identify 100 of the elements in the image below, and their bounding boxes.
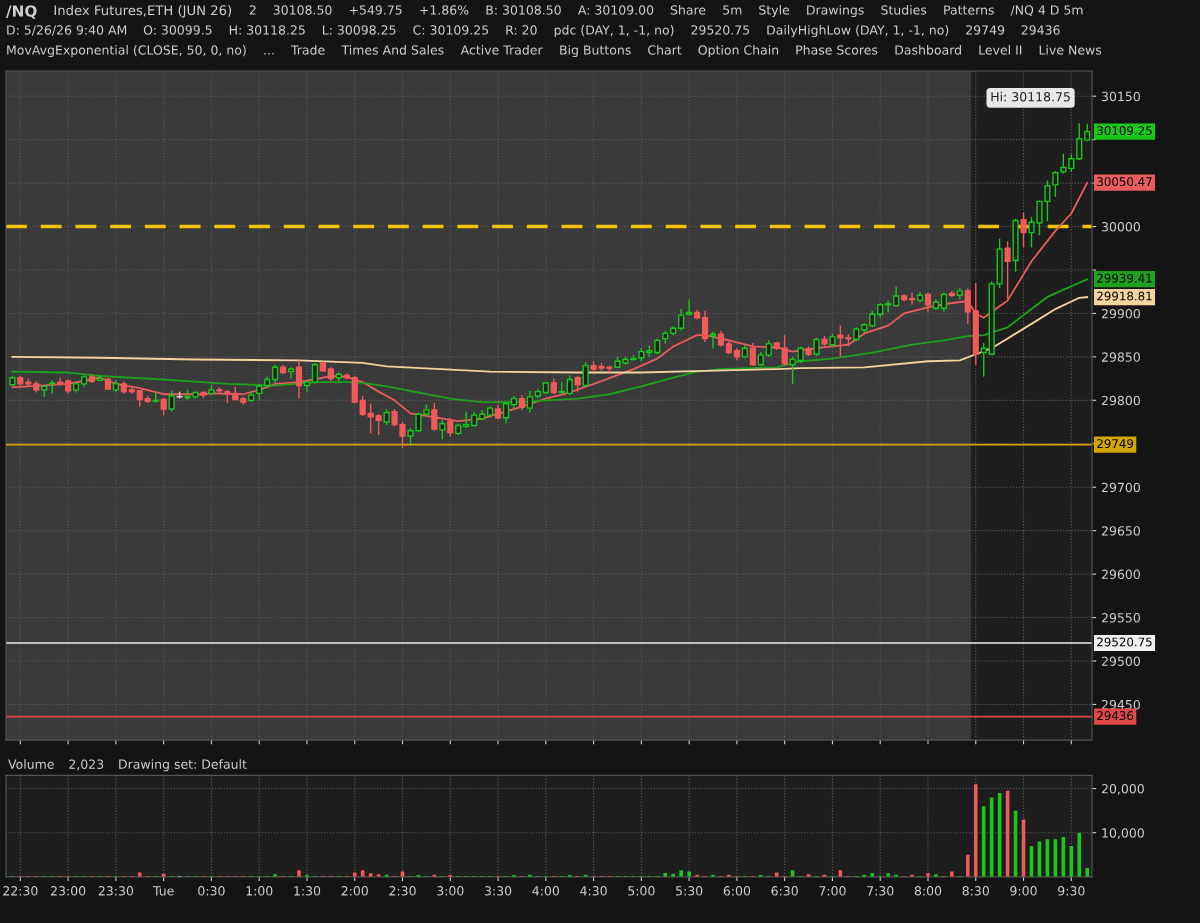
text: Live News	[1039, 45, 1102, 55]
x-tick-label: 23:30	[98, 886, 134, 896]
annotation: Hi: 30118.75	[991, 91, 1070, 102]
bar	[297, 870, 301, 877]
annotation: 30109.25	[1097, 126, 1152, 136]
y-tick-label: 29500	[1101, 656, 1140, 666]
candlestick	[367, 403, 374, 435]
bar	[352, 872, 357, 877]
bar	[981, 806, 986, 877]
x-tick-label: 1:00	[246, 886, 273, 896]
text: 2,023	[69, 759, 104, 771]
y-tick-label: 29550	[1101, 613, 1140, 623]
text: /NQ 4 D 5m	[1010, 5, 1083, 17]
candlestick	[1052, 170, 1059, 198]
y-tick-label: 30150	[1101, 91, 1140, 102]
candlestick	[1020, 211, 1027, 249]
x-tick-label: 8:30	[962, 886, 989, 896]
bar	[973, 784, 978, 877]
bar	[137, 872, 142, 877]
x-tick-label: 9:00	[1010, 886, 1037, 896]
candlestick	[439, 419, 446, 441]
text: H: 30118.25	[229, 25, 305, 35]
candlestick	[582, 361, 589, 388]
text: Dashboard	[895, 45, 961, 55]
candlestick	[287, 366, 295, 380]
x-tick-label: 3:00	[437, 886, 464, 896]
candlestick	[908, 291, 916, 306]
candlestick	[49, 379, 56, 395]
text: 2	[249, 5, 256, 15]
bar	[1077, 832, 1082, 877]
text: Big Buttons	[560, 45, 631, 58]
text: A: 30109.00	[577, 5, 654, 15]
chart-title: /NQ	[6, 5, 37, 19]
x-tick-label: 4:30	[580, 886, 607, 896]
bar	[679, 870, 683, 877]
x-tick-label: 2:00	[341, 886, 368, 896]
candlestick	[311, 362, 319, 385]
x-tick-label: 23:00	[51, 886, 86, 896]
candlestick	[272, 364, 279, 384]
candlestick	[1060, 152, 1067, 175]
y-tick-label: 30000	[1101, 222, 1140, 232]
text: DailyHighLow (DAY, 1, -1, no)	[767, 25, 949, 38]
x-tick-label: 22:30	[3, 886, 38, 896]
candlestick	[701, 310, 709, 343]
annotation: 29939.41	[1097, 273, 1152, 283]
y-tick-label: 20,000	[1101, 784, 1144, 795]
text: 29749	[966, 25, 1005, 35]
y-tick-label: 29450	[1101, 699, 1140, 710]
y-tick-label: 29650	[1101, 526, 1140, 536]
candlestick	[295, 359, 303, 400]
candlestick	[885, 299, 892, 314]
candlestick	[789, 356, 796, 385]
text: ...	[264, 52, 274, 55]
text: Chart	[648, 45, 682, 55]
x-tick-label: 6:00	[723, 886, 751, 896]
candlestick	[359, 395, 366, 417]
x-tick-label: 0:30	[198, 886, 225, 896]
text: Style	[759, 5, 790, 18]
text: 30108.50	[273, 5, 332, 15]
y-tick-label: 29900	[1101, 308, 1140, 319]
candlestick	[940, 291, 947, 313]
ref-line-label: 29436	[1097, 711, 1134, 721]
text: D: 5/26/26 9:40 AM	[7, 25, 127, 36]
text: R: 20	[506, 25, 537, 35]
text: 5m	[723, 5, 742, 15]
x-tick-label: 5:00	[628, 886, 655, 896]
text: O: 30099.5	[143, 25, 212, 35]
x-tick-label: 3:30	[484, 886, 512, 896]
candlestick	[1076, 122, 1083, 161]
text: Times And Sales	[341, 45, 444, 55]
text: C: 30109.25	[413, 25, 489, 35]
bar	[886, 873, 890, 877]
candlestick	[964, 287, 971, 325]
text: B: 30108.50	[486, 5, 561, 15]
x-tick-label: 5:30	[676, 886, 703, 896]
y-tick-label: 29850	[1101, 352, 1140, 362]
candlestick	[749, 342, 756, 367]
x-tick-label: 2:30	[389, 886, 416, 896]
text: Studies	[881, 5, 927, 15]
candlestick	[781, 334, 788, 367]
bar	[774, 872, 779, 877]
y-tick-label: 29600	[1101, 569, 1140, 580]
x-tick-label: 7:00	[819, 886, 846, 896]
x-tick-label: 8:00	[914, 886, 942, 896]
text: MovAvgExponential (CLOSE, 50, 0, no)	[7, 45, 246, 58]
candlestick	[924, 291, 932, 313]
candlestick	[526, 390, 533, 414]
x-tick-label: 4:00	[532, 886, 560, 896]
candlestick	[686, 298, 693, 316]
x-tick-label: 9:30	[1058, 886, 1085, 896]
candlestick	[502, 401, 510, 424]
text: +1.86%	[420, 5, 469, 15]
x-tick-label: Tue	[152, 886, 174, 896]
text: Patterns	[944, 5, 994, 15]
text: Level II	[979, 45, 1022, 55]
bar	[926, 873, 930, 877]
candlestick	[837, 324, 844, 358]
text: Drawing set: Default	[119, 759, 247, 772]
y-tick-label: 10,000	[1102, 828, 1144, 839]
text: pdc (DAY, 1, -1, no)	[554, 25, 674, 38]
